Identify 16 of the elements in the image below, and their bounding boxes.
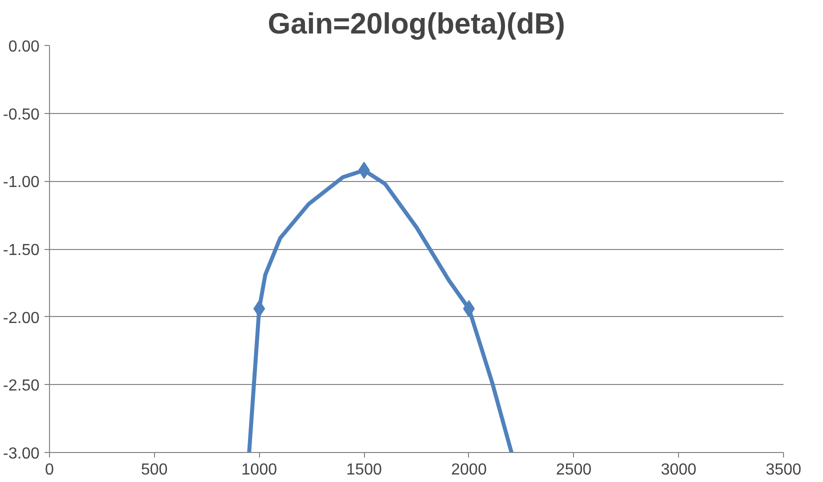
x-tick-label: 2000 (451, 462, 487, 478)
x-tick-label: 0 (45, 462, 54, 478)
chart-title: Gain=20log(beta)(dB) (268, 8, 566, 40)
y-tick-label: 0.00 (8, 38, 40, 56)
x-tick-label: 1500 (346, 462, 382, 478)
y-tick-label: -1.50 (3, 242, 40, 259)
x-tick-label: 3500 (766, 462, 802, 478)
y-tick-label: -3.00 (3, 446, 40, 462)
y-tick-label: -0.50 (3, 106, 40, 124)
x-tick-label: 2500 (556, 462, 592, 478)
x-tick-label: 500 (141, 462, 168, 478)
y-tick-label: -2.00 (3, 310, 40, 327)
x-tick-label: 1000 (241, 462, 278, 478)
y-tick-label: -1.00 (3, 174, 40, 192)
y-tick-label: -2.50 (3, 378, 40, 395)
x-tick-label: 3000 (660, 462, 697, 478)
